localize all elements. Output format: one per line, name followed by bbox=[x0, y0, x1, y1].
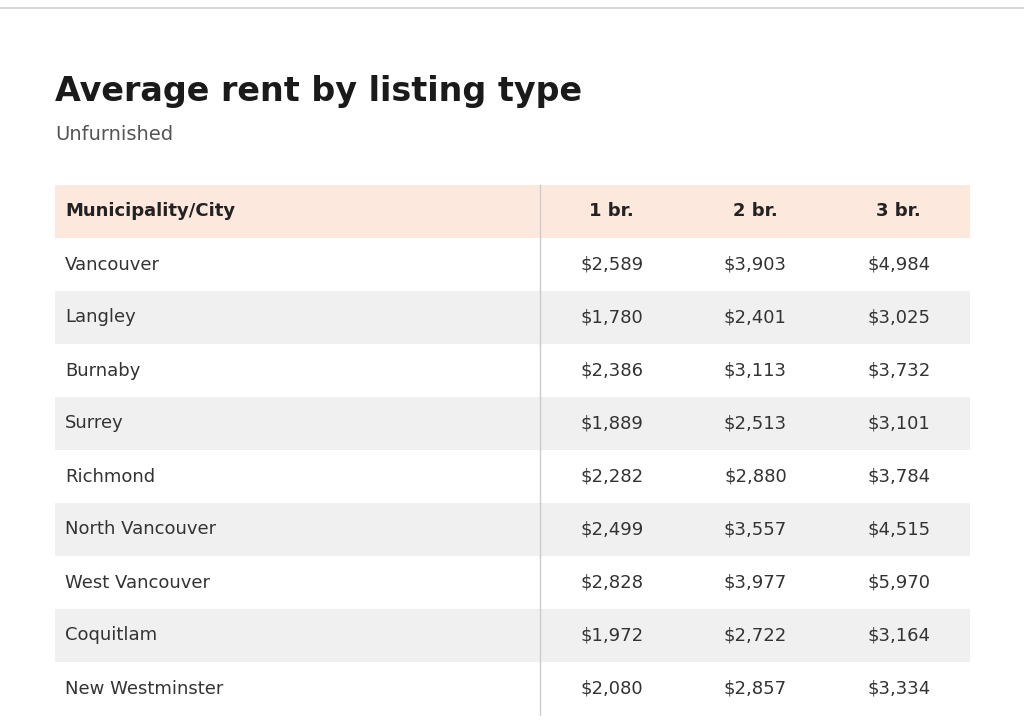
Text: $2,401: $2,401 bbox=[724, 308, 786, 326]
Text: 1 br.: 1 br. bbox=[590, 202, 634, 220]
Text: $1,780: $1,780 bbox=[581, 308, 643, 326]
Text: Average rent by listing type: Average rent by listing type bbox=[55, 75, 582, 108]
Text: $5,970: $5,970 bbox=[867, 573, 930, 591]
Text: $3,557: $3,557 bbox=[724, 521, 787, 539]
Text: West Vancouver: West Vancouver bbox=[65, 573, 210, 591]
Text: $3,025: $3,025 bbox=[867, 308, 930, 326]
Bar bbox=[55, 503, 970, 556]
Text: $2,828: $2,828 bbox=[581, 573, 643, 591]
Text: Surrey: Surrey bbox=[65, 414, 124, 432]
Text: Richmond: Richmond bbox=[65, 468, 155, 485]
Text: $4,515: $4,515 bbox=[867, 521, 930, 539]
Text: Burnaby: Burnaby bbox=[65, 362, 140, 380]
Bar bbox=[55, 609, 970, 662]
Text: $2,722: $2,722 bbox=[724, 627, 787, 645]
Text: $3,113: $3,113 bbox=[724, 362, 786, 380]
Bar bbox=[55, 238, 970, 291]
Text: 2 br.: 2 br. bbox=[733, 202, 778, 220]
Text: $1,889: $1,889 bbox=[581, 414, 643, 432]
Text: $2,499: $2,499 bbox=[581, 521, 643, 539]
Text: $3,164: $3,164 bbox=[867, 627, 930, 645]
Text: $4,984: $4,984 bbox=[867, 256, 930, 274]
Text: $2,857: $2,857 bbox=[724, 679, 787, 697]
Text: North Vancouver: North Vancouver bbox=[65, 521, 216, 539]
Text: $2,282: $2,282 bbox=[581, 468, 643, 485]
Text: New Westminster: New Westminster bbox=[65, 679, 223, 697]
Text: Municipality/City: Municipality/City bbox=[65, 202, 236, 220]
Bar bbox=[55, 662, 970, 715]
Text: 3 br.: 3 br. bbox=[877, 202, 921, 220]
Bar bbox=[55, 397, 970, 450]
Bar bbox=[55, 556, 970, 609]
Text: Langley: Langley bbox=[65, 308, 136, 326]
Text: $3,101: $3,101 bbox=[867, 414, 930, 432]
Text: $2,386: $2,386 bbox=[581, 362, 643, 380]
Text: $2,880: $2,880 bbox=[724, 468, 786, 485]
Text: $3,977: $3,977 bbox=[724, 573, 787, 591]
Text: Coquitlam: Coquitlam bbox=[65, 627, 157, 645]
Text: $2,589: $2,589 bbox=[581, 256, 643, 274]
Bar bbox=[55, 450, 970, 503]
Bar bbox=[55, 291, 970, 344]
Text: $1,972: $1,972 bbox=[581, 627, 643, 645]
Text: $2,080: $2,080 bbox=[581, 679, 643, 697]
Text: $3,903: $3,903 bbox=[724, 256, 786, 274]
Bar bbox=[55, 344, 970, 397]
Text: $3,784: $3,784 bbox=[867, 468, 930, 485]
Text: $3,732: $3,732 bbox=[867, 362, 930, 380]
Text: Unfurnished: Unfurnished bbox=[55, 125, 173, 144]
Text: $2,513: $2,513 bbox=[724, 414, 787, 432]
Bar bbox=[55, 185, 970, 238]
Text: Vancouver: Vancouver bbox=[65, 256, 160, 274]
Text: $3,334: $3,334 bbox=[867, 679, 930, 697]
